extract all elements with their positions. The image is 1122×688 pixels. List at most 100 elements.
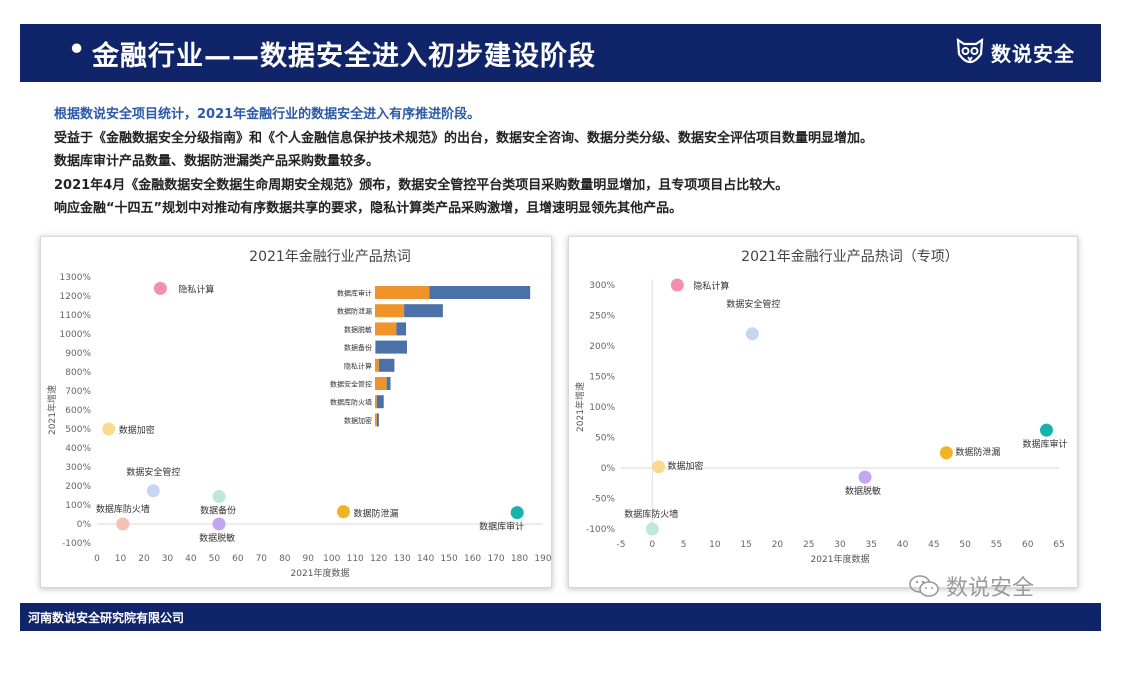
data-point — [858, 470, 872, 484]
data-point — [1039, 423, 1053, 437]
inset-bar-segment — [386, 377, 391, 390]
intro-text: 根据数说安全项目统计，2021年金融行业的数据安全进入有序推进阶段。 受益于《金… — [54, 103, 1094, 221]
chart-panel-special: 2021年金融行业产品热词（专项） 300% 250% 200% 150% 100% 50%… — [568, 236, 1078, 588]
data-point — [212, 489, 226, 503]
bar-category-label: 数据库防火墙 — [330, 398, 372, 407]
y-tick-label: 600% — [65, 406, 91, 416]
x-tick-label: 55 — [991, 540, 1002, 550]
inset-bar-segment — [375, 286, 430, 299]
inset-bar-segment — [376, 413, 379, 427]
x-tick-label: 15 — [740, 540, 751, 550]
intro-line: 2021年4月《金融数据安全数据生命周期安全规范》颁布，数据安全管控平台类项目采… — [54, 177, 789, 193]
x-tick-label: 20 — [138, 554, 150, 564]
y-tick-label: 250% — [589, 312, 615, 322]
point-label: 数据库防火墙 — [96, 503, 150, 515]
y-tick-label: 100% — [589, 403, 615, 413]
point-label: 数据防泄漏 — [955, 446, 1000, 458]
footer-bar: 河南数说安全研究院有限公司 — [20, 603, 1101, 631]
x-tick-label: 150 — [441, 554, 458, 564]
point-label: 数据库防火墙 — [624, 508, 678, 520]
data-point — [745, 327, 759, 341]
y-tick-label: -50% — [592, 495, 616, 505]
x-tick-label: 140 — [417, 554, 434, 564]
point-label: 数据脱敏 — [845, 485, 881, 497]
x-tick-label: -5 — [617, 540, 626, 550]
bar-category-label: 数据防泄漏 — [337, 307, 372, 316]
y-tick-label: 700% — [65, 387, 91, 397]
x-tick-label: 30 — [162, 554, 174, 564]
data-point — [670, 278, 684, 292]
x-tick-label: 70 — [256, 554, 268, 564]
point-label: 隐私计算 — [178, 283, 214, 295]
point-label: 隐私计算 — [693, 280, 729, 292]
x-tick-label: 190 — [534, 554, 551, 564]
company-name: 河南数说安全研究院有限公司 — [28, 611, 185, 625]
x-axis-label: 2021年度数据 — [811, 553, 870, 565]
bar-category-label: 数据备份 — [344, 343, 372, 352]
x-tick-label: 160 — [464, 554, 481, 564]
y-tick-label: 400% — [65, 444, 91, 454]
owl-logo-icon — [956, 37, 984, 64]
y-tick-label: 1200% — [60, 292, 92, 302]
x-axis-label: 2021年度数据 — [291, 567, 350, 579]
inset-bar-segment — [375, 340, 376, 354]
intro-line: 受益于《金融数据安全分级指南》和《个人金融信息保护技术规范》的出台，数据安全咨询… — [54, 130, 874, 146]
data-point — [212, 517, 226, 531]
data-point — [652, 460, 666, 474]
bar-category-label: 数据库审计 — [337, 289, 372, 298]
intro-lead: 根据数说安全项目统计，2021年金融行业的数据安全进入有序推进阶段。 — [54, 107, 481, 122]
y-axis-label: 2021年增速 — [46, 385, 58, 435]
y-tick-label: 1100% — [60, 311, 92, 321]
y-tick-label: 50% — [595, 434, 615, 444]
y-tick-label: 100% — [65, 501, 91, 511]
y-tick-label: 150% — [589, 373, 615, 383]
x-tick-label: 170 — [487, 554, 504, 564]
y-tick-label: 200% — [589, 342, 615, 352]
x-tick-label: 80 — [279, 554, 291, 564]
inset-bar-segment — [376, 395, 384, 409]
data-point — [153, 281, 167, 295]
inset-bar-segment — [375, 358, 379, 372]
wechat-icon — [909, 575, 939, 597]
intro-line: 数据库审计产品数量、数据防泄漏类产品采购数量较多。 — [54, 154, 380, 169]
point-label: 数据加密 — [119, 424, 155, 436]
inset-bar-segment — [396, 322, 407, 336]
y-tick-label: 0% — [601, 464, 616, 474]
x-tick-label: 65 — [1053, 540, 1064, 550]
x-tick-label: 0 — [94, 554, 100, 564]
x-tick-label: 35 — [866, 540, 877, 550]
x-tick-label: 30 — [834, 540, 846, 550]
y-tick-label: -100% — [62, 539, 91, 549]
x-tick-label: 40 — [185, 554, 197, 564]
x-tick-label: 180 — [511, 554, 528, 564]
y-tick-label: -100% — [586, 525, 615, 535]
y-axis-label: 2021年增速 — [574, 382, 586, 432]
x-tick-label: 10 — [115, 554, 127, 564]
inset-bar-segment — [429, 286, 531, 299]
inset-bar-segment — [375, 377, 387, 390]
data-point — [510, 506, 524, 520]
y-tick-label: 300% — [589, 281, 615, 291]
point-label: 数据脱敏 — [199, 532, 235, 544]
wechat-watermark-text: 数说安全 — [946, 576, 1035, 601]
y-tick-label: 800% — [65, 368, 91, 378]
page-title: 金融行业——数据安全进入初步建设阶段 — [92, 41, 596, 72]
inset-bar-segment — [375, 395, 377, 409]
data-point — [336, 505, 350, 519]
inset-bar-segment — [375, 304, 405, 318]
scatter-chart-overall: 2021年金融行业产品热词1300%1200%1100%1000%900%800… — [46, 249, 552, 579]
inset-bar-segment — [404, 304, 443, 318]
inset-bar-segment — [375, 322, 397, 336]
point-label: 数据安全管控 — [726, 298, 780, 310]
data-point — [645, 522, 659, 536]
x-tick-label: 20 — [772, 540, 784, 550]
x-tick-label: 50 — [209, 554, 221, 564]
wechat-watermark: 数说安全 — [908, 570, 1034, 602]
x-tick-label: 10 — [709, 540, 721, 550]
bar-category-label: 数据加密 — [344, 416, 372, 425]
logo-text: 数说安全 — [991, 41, 1075, 66]
x-tick-label: 40 — [897, 540, 909, 550]
data-point — [939, 446, 953, 460]
bar-category-label: 数据脱敏 — [344, 325, 372, 334]
x-tick-label: 120 — [370, 554, 387, 564]
